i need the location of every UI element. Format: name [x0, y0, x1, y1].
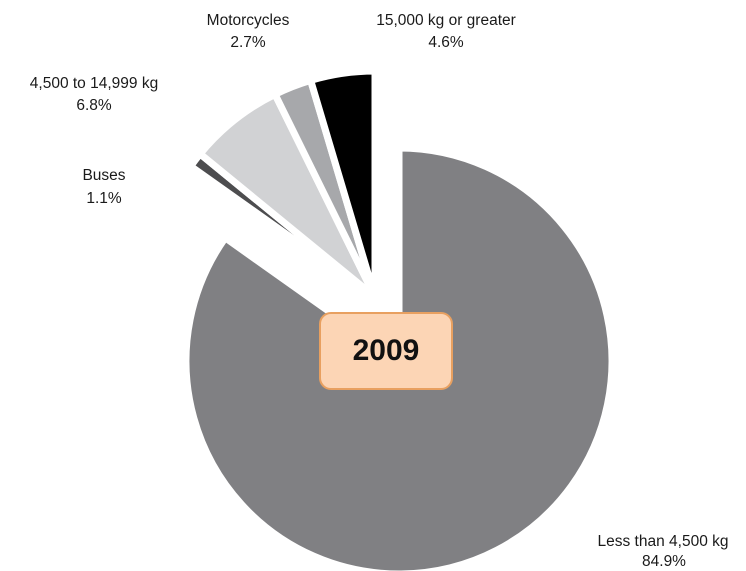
year-badge: 2009 [319, 312, 453, 390]
slice-15000-or-greater [306, 67, 379, 298]
slice-value-buses: 1.1% [86, 190, 122, 207]
slice-label-4500-to-14999: 4,500 to 14,999 kg [30, 75, 158, 92]
slice-value-4500-to-14999: 6.8% [76, 97, 112, 114]
slice-less-than-4500 [182, 144, 616, 571]
slice-label-15000-or-greater: 15,000 kg or greater [376, 12, 516, 29]
slice-value-15000-or-greater: 4.6% [428, 34, 464, 51]
slice-value-motorcycles: 2.7% [230, 34, 266, 51]
slice-label-less-than-4500: Less than 4,500 kg [598, 533, 729, 550]
slice-label-motorcycles: Motorcycles [207, 12, 290, 29]
slice-value-less-than-4500: 84.9% [642, 553, 686, 570]
slice-label-buses: Buses [82, 167, 125, 184]
